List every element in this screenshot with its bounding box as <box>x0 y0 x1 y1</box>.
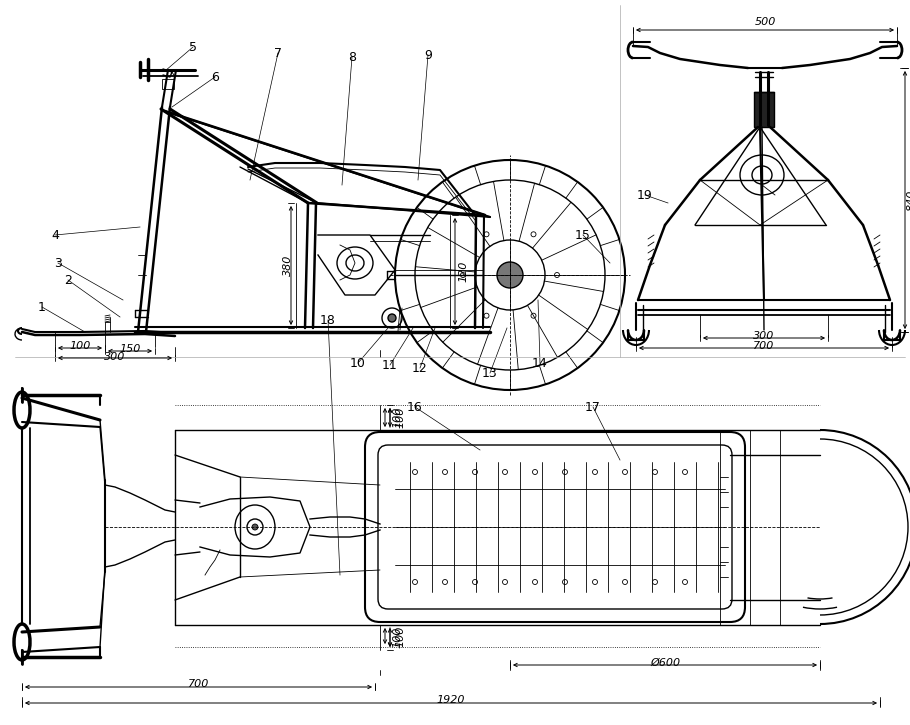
Text: 19: 19 <box>637 188 652 202</box>
Text: 15: 15 <box>575 228 591 241</box>
Text: 9: 9 <box>424 49 432 62</box>
Text: 380: 380 <box>283 254 293 276</box>
Text: 300: 300 <box>753 331 774 341</box>
Text: 7: 7 <box>274 46 282 59</box>
Text: 1920: 1920 <box>437 695 465 705</box>
Text: 14: 14 <box>532 357 548 370</box>
Text: 5: 5 <box>189 41 197 54</box>
Text: Ø600: Ø600 <box>650 658 680 668</box>
Text: 2: 2 <box>64 273 72 286</box>
Text: 100: 100 <box>395 625 405 647</box>
Text: 12: 12 <box>412 362 428 375</box>
Circle shape <box>388 314 396 322</box>
Text: 6: 6 <box>211 70 219 83</box>
Text: 16: 16 <box>407 400 423 413</box>
Text: 11: 11 <box>382 358 398 371</box>
Text: 120: 120 <box>458 261 468 282</box>
Text: 8: 8 <box>348 51 356 64</box>
Text: 4: 4 <box>51 228 59 241</box>
Text: 100: 100 <box>392 407 402 428</box>
Text: 18: 18 <box>320 313 336 326</box>
Text: 500: 500 <box>754 17 775 27</box>
Text: 840: 840 <box>907 189 910 211</box>
Text: 1: 1 <box>38 300 46 313</box>
Text: 700: 700 <box>187 679 209 689</box>
Text: 100: 100 <box>395 406 405 428</box>
Bar <box>162 79 174 89</box>
Text: 700: 700 <box>753 341 774 351</box>
Text: 17: 17 <box>585 400 601 413</box>
Text: 100: 100 <box>69 341 91 351</box>
Text: 100: 100 <box>392 627 402 648</box>
Text: 300: 300 <box>105 352 126 362</box>
Text: 10: 10 <box>350 357 366 370</box>
Text: 150: 150 <box>119 344 141 354</box>
Text: 3: 3 <box>54 257 62 270</box>
Circle shape <box>497 262 523 288</box>
Bar <box>754 92 774 127</box>
Text: 13: 13 <box>482 367 498 379</box>
Circle shape <box>252 524 258 530</box>
